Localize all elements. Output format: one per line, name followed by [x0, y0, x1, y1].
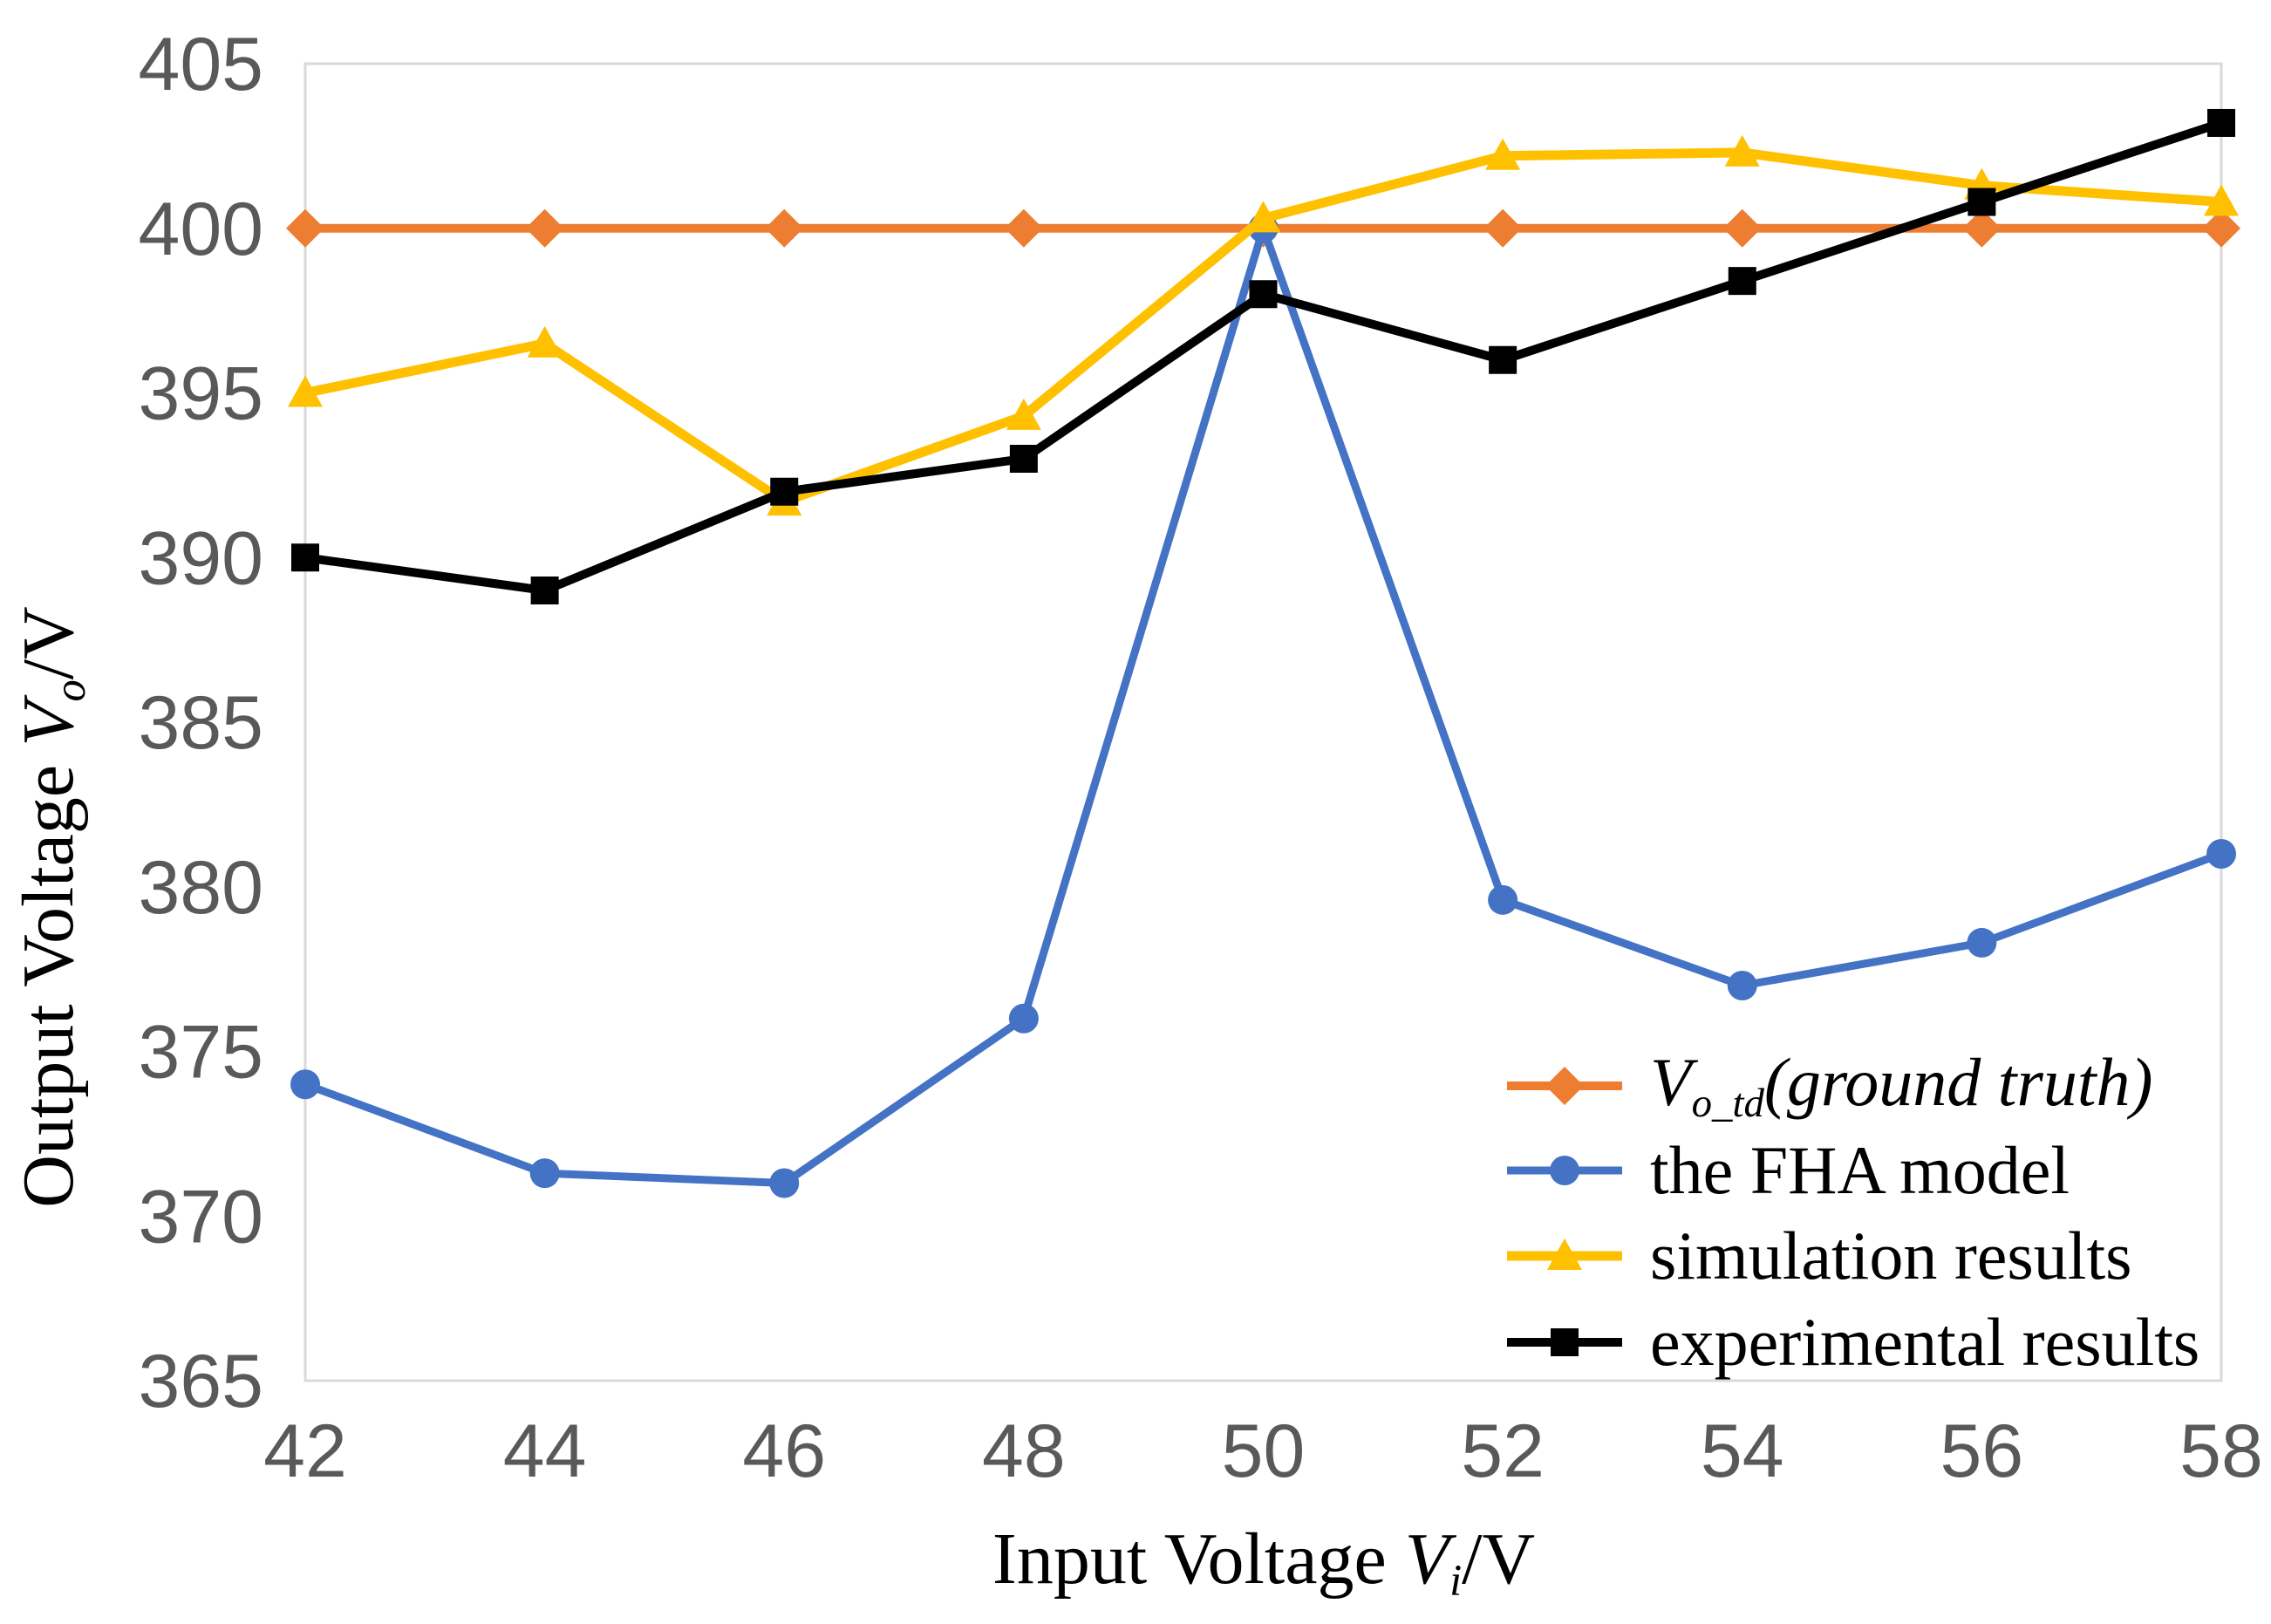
circle-marker — [529, 1158, 560, 1189]
x-axis-title: Input Voltage Vi/V — [992, 1517, 1535, 1606]
circle-marker — [1008, 1003, 1039, 1034]
label-text: V — [1650, 1043, 1692, 1120]
y-tick-label: 370 — [139, 1175, 264, 1259]
legend-marker — [1507, 1238, 1622, 1270]
legend-label: the FHA model — [1650, 1136, 2070, 1204]
legend-marker — [1507, 1156, 1622, 1185]
y-axis-title: Output Voltage Vo/V — [6, 606, 95, 1207]
diamond-marker — [1483, 208, 1523, 248]
triangle-marker — [288, 375, 323, 407]
square-marker — [530, 577, 559, 604]
x-tick-label: 50 — [1222, 1409, 1306, 1493]
x-tick-label: 56 — [1940, 1409, 2024, 1493]
label-text: o_td — [1691, 1080, 1764, 1126]
label-text: Output Voltage — [7, 746, 89, 1208]
circle-marker — [769, 1168, 800, 1198]
label-text: Input Voltage — [992, 1518, 1405, 1600]
y-tick-label: 390 — [139, 516, 264, 600]
legend-item: the FHA model — [1505, 1128, 2070, 1213]
square-marker — [770, 477, 799, 506]
diamond-marker — [525, 208, 564, 248]
circle-marker — [1967, 927, 1997, 958]
diamond-marker — [286, 208, 324, 248]
circle-marker — [1727, 971, 1757, 1000]
y-tick-label: 380 — [139, 846, 264, 930]
label-text: experimental results — [1650, 1304, 2200, 1380]
diamond-marker — [765, 208, 804, 248]
legend-item: experimental results — [1505, 1300, 2199, 1385]
legend-label: experimental results — [1650, 1308, 2199, 1376]
label-text: the FHA model — [1650, 1132, 2070, 1208]
triangle-marker — [1245, 201, 1281, 233]
series-simulation-results — [288, 134, 2239, 516]
y-tick-label: 400 — [139, 188, 264, 271]
square-marker — [1728, 267, 1756, 296]
legend-label: simulation results — [1650, 1222, 2131, 1290]
legend-item: Vo_td(ground truth) — [1505, 1043, 2152, 1129]
y-tick-label: 405 — [139, 23, 264, 106]
x-tick-label: 54 — [1701, 1409, 1784, 1493]
legend-marker — [1507, 1328, 1622, 1356]
diamond-marker — [1962, 208, 2002, 248]
square-marker — [1968, 188, 1996, 216]
x-tick-label: 58 — [2179, 1409, 2263, 1493]
x-tick-label: 42 — [263, 1409, 347, 1493]
label-text: o — [45, 679, 95, 702]
square-marker — [291, 543, 319, 572]
circle-marker — [290, 1069, 320, 1100]
x-tick-label: 48 — [982, 1409, 1066, 1493]
x-tick-label: 44 — [503, 1409, 587, 1493]
label-text: i — [1449, 1556, 1463, 1606]
series-line — [304, 119, 2223, 596]
plot-border — [303, 62, 2223, 1382]
legend-marker — [1507, 1067, 1622, 1105]
series-experimental-results — [291, 108, 2235, 604]
triangle-marker — [2204, 184, 2239, 216]
square-marker — [2207, 108, 2235, 137]
legend-label: Vo_td(ground truth) — [1650, 1047, 2152, 1126]
y-tick-label: 375 — [139, 1011, 264, 1095]
y-tick-label: 365 — [139, 1340, 264, 1423]
label-text: V — [7, 701, 89, 747]
triangle-marker — [1485, 138, 1521, 170]
label-text: simulation results — [1650, 1218, 2132, 1293]
label-text: (ground truth) — [1763, 1043, 2153, 1120]
label-text: V — [1404, 1518, 1450, 1600]
legend-item: simulation results — [1505, 1213, 2131, 1299]
circle-marker — [1488, 884, 1518, 915]
y-tick-label: 395 — [139, 352, 264, 436]
diamond-marker — [1722, 208, 1762, 248]
triangle-marker — [1006, 398, 1041, 430]
diamond-marker — [2202, 208, 2240, 248]
x-tick-label: 46 — [742, 1409, 826, 1493]
square-marker — [1009, 445, 1038, 473]
circle-marker — [2206, 839, 2236, 869]
label-text: /V — [7, 606, 89, 680]
square-marker — [1249, 280, 1278, 309]
label-text: /V — [1462, 1518, 1536, 1600]
x-tick-label: 52 — [1461, 1409, 1545, 1493]
triangle-marker — [1724, 134, 1760, 167]
triangle-marker — [527, 325, 563, 358]
y-tick-label: 385 — [139, 681, 264, 765]
diamond-marker — [1004, 208, 1043, 248]
square-marker — [1489, 345, 1517, 374]
